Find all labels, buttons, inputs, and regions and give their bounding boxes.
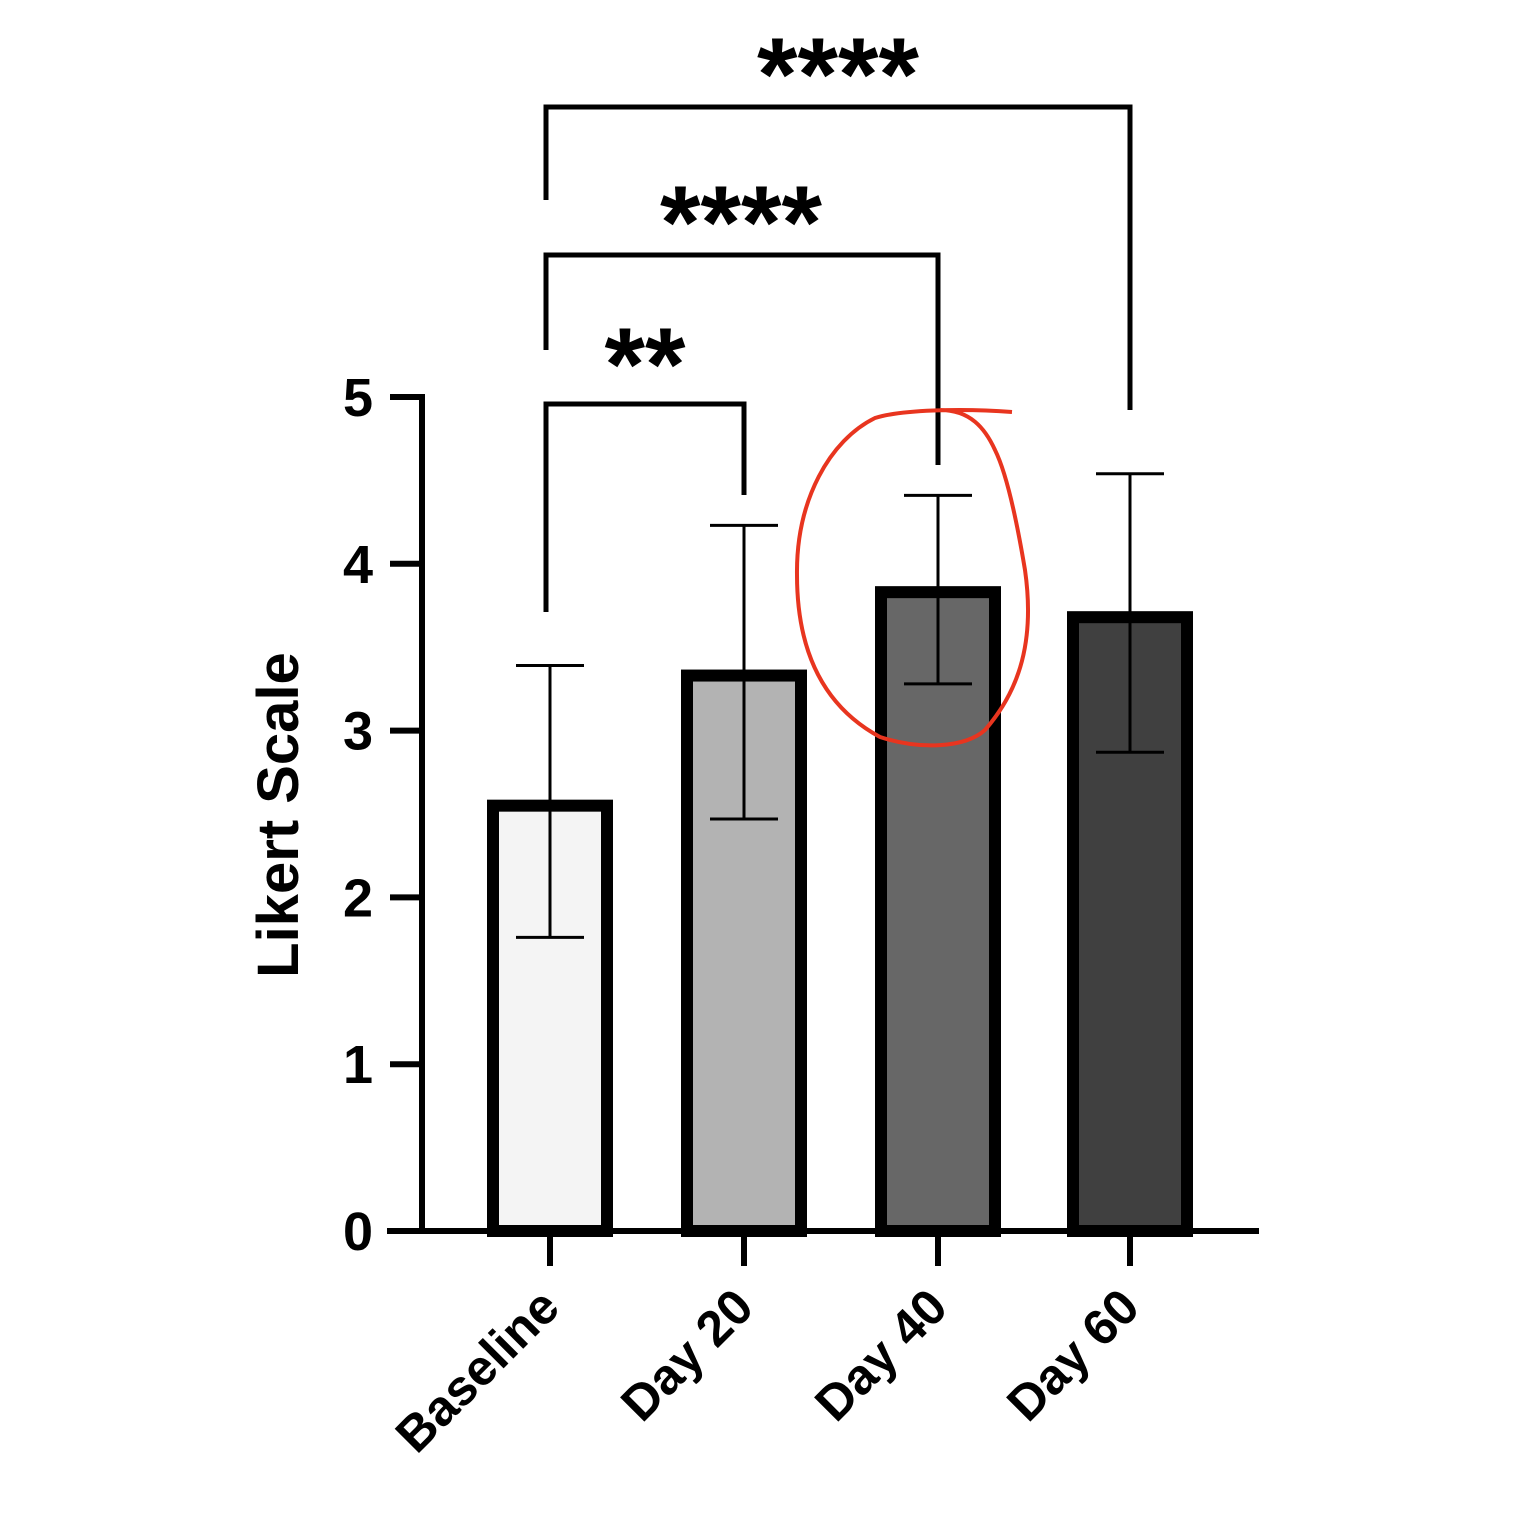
hand-drawn-circle-annotation xyxy=(794,408,1031,748)
error-bars-layer xyxy=(516,472,1164,939)
x-tick-label-day-20: Day 20 xyxy=(610,1278,764,1432)
significance-label-2: **** xyxy=(660,165,822,281)
significance-label-1: ** xyxy=(605,307,686,423)
y-tick-label-5: 5 xyxy=(343,368,373,428)
significance-bracket-3 xyxy=(543,104,1133,410)
y-tick-label-2: 2 xyxy=(343,868,373,928)
significance-bracket-2 xyxy=(543,252,941,465)
significance-label-3: **** xyxy=(757,17,919,133)
y-tick-label-0: 0 xyxy=(343,1202,373,1262)
annotation-layer xyxy=(794,408,1031,748)
bar-day-40 xyxy=(875,586,1001,1237)
y-tick-label-3: 3 xyxy=(343,702,373,762)
y-axis-label: Likert Scale xyxy=(246,652,311,978)
y-tick-label-1: 1 xyxy=(343,1035,373,1095)
x-tick-label-day-60: Day 60 xyxy=(996,1278,1150,1432)
bars-layer xyxy=(487,586,1193,1237)
x-tick-label-baseline: Baseline xyxy=(385,1278,570,1463)
significance-layer: ********** xyxy=(543,17,1133,612)
x-tick-label-day-40: Day 40 xyxy=(804,1278,958,1432)
significance-bracket-1 xyxy=(543,401,747,612)
y-tick-label-4: 4 xyxy=(343,535,373,595)
